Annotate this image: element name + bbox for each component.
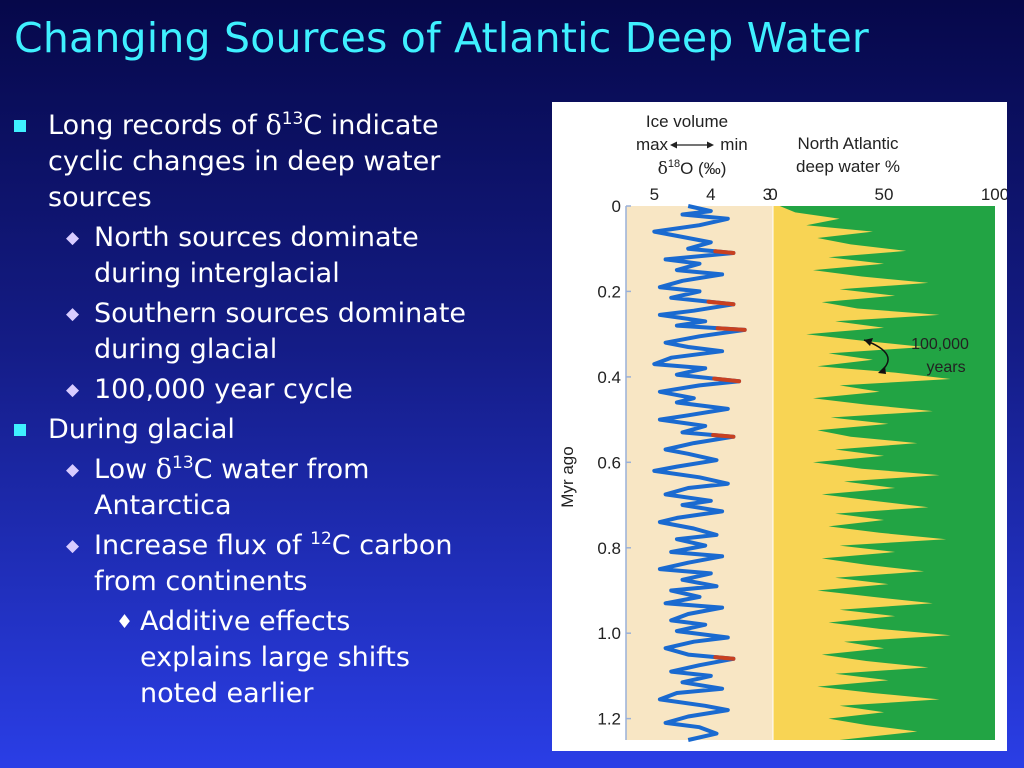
y-tick-label: 0.8 [597, 539, 621, 558]
small-diamond-bullet-icon: ♦ [116, 611, 134, 633]
annotation-arrow-bottom-icon [878, 366, 886, 374]
bullet-line: from continents [94, 566, 308, 597]
bullet-line: cyclic changes in deep water [48, 146, 441, 177]
arrow-left-icon [670, 141, 677, 149]
ice-header-max: max [636, 135, 669, 154]
square-bullet-icon [14, 424, 26, 436]
climate-figure: Ice volume max min δ18O (‰) North Atlant… [552, 102, 1007, 751]
ice-volume-line [652, 204, 747, 742]
bullet-line: during glacial [94, 334, 278, 365]
y-tick-label: 0 [612, 197, 621, 216]
y-tick-label: 0.2 [597, 282, 621, 301]
annotation-line-2: years [926, 359, 965, 376]
interglacial-peak-mark [715, 326, 747, 332]
slide-title: Changing Sources of Atlantic Deep Water [14, 14, 869, 62]
diamond-bullet-icon: ◆ [66, 460, 80, 480]
y-tick-label: 0.6 [597, 453, 621, 472]
bullet-line: Increase flux of 12C carbon [94, 529, 453, 561]
bullet-item: ◆ 100,000 year cycle [10, 372, 545, 408]
arrow-right-icon [707, 141, 714, 149]
bullet-item: ◆ Increase flux of 12C carbon from conti… [10, 528, 545, 600]
bullet-item: ◆ Low δ13C water from Antarctica [10, 452, 545, 524]
bullet-item: ◆ Southern sources dominate during glaci… [10, 296, 545, 368]
bullet-line: 100,000 year cycle [94, 374, 353, 405]
interglacial-peak-mark [712, 376, 742, 384]
deep-header-title: North Atlantic [797, 134, 899, 153]
y-tick-label: 1.0 [597, 624, 621, 643]
deep-x-tick-label: 50 [875, 185, 894, 204]
interglacial-peak-mark [706, 299, 736, 307]
bullet-line: Additive effects [140, 606, 351, 637]
bullet-item: ♦ Additive effects explains large shifts… [10, 604, 545, 712]
deep-x-tick-label: 100 [981, 185, 1007, 204]
interglacial-peak-mark [713, 249, 736, 255]
annotation-line-1: 100,000 [911, 336, 969, 353]
y-tick-label: 1.2 [597, 710, 621, 729]
deep-header-unit: deep water % [796, 157, 900, 176]
north-source-area [779, 206, 995, 740]
climate-chart: Ice volume max min δ18O (‰) North Atlant… [558, 112, 1007, 742]
bullet-line: noted earlier [140, 678, 314, 709]
bullet-item: ◆ North sources dominate during intergla… [10, 220, 545, 292]
ice-x-tick-label: 4 [706, 185, 715, 204]
diamond-bullet-icon: ◆ [66, 536, 80, 556]
diamond-bullet-icon: ◆ [66, 228, 80, 248]
annotation-arrow-top-icon [864, 338, 873, 346]
bullet-line: explains large shifts [140, 642, 410, 673]
interglacial-peak-mark [713, 655, 736, 661]
ice-x-tick-label: 3 [763, 185, 772, 204]
y-axis-label: Myr ago [558, 446, 577, 507]
deep-x-tick-label: 0 [768, 185, 777, 204]
bullet-item: During glacial [10, 412, 545, 448]
ice-header-min: min [720, 135, 747, 154]
square-bullet-icon [14, 120, 26, 132]
bullet-line: Low δ13C water from [94, 453, 370, 485]
bullet-line: sources [48, 182, 152, 213]
interglacial-peak-mark [711, 433, 736, 439]
bullet-line: Antarctica [94, 490, 232, 521]
diamond-bullet-icon: ◆ [66, 304, 80, 324]
bullet-line: during interglacial [94, 258, 340, 289]
ice-panel-background [626, 206, 773, 740]
bullet-line: North sources dominate [94, 222, 419, 253]
ice-x-tick-label: 5 [650, 185, 659, 204]
diamond-bullet-icon: ◆ [66, 380, 80, 400]
y-tick-label: 0.4 [597, 368, 621, 387]
ice-header-title: Ice volume [646, 112, 728, 131]
bullet-line: Long records of δ13C indicate [48, 109, 439, 141]
bullet-line: Southern sources dominate [94, 298, 467, 329]
ice-unit-label: δ18O (‰) [658, 158, 727, 179]
bullet-line: During glacial [48, 414, 235, 445]
bullet-item: Long records of δ13C indicate cyclic cha… [10, 108, 545, 216]
bullet-list: Long records of δ13C indicate cyclic cha… [10, 108, 545, 712]
